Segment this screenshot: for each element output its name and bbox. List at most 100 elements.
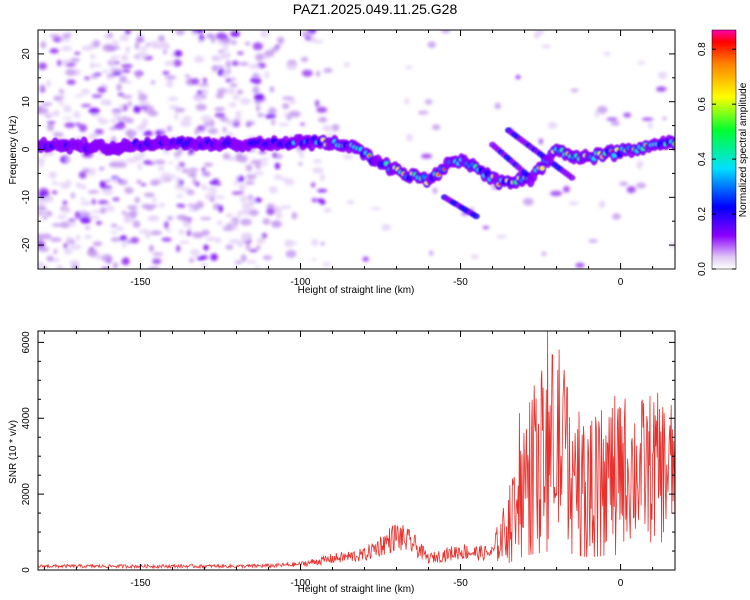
spectrogram-noise-cell <box>247 194 254 201</box>
spectrogram-noise-cell <box>406 133 413 142</box>
spectrogram-noise-cell <box>535 30 545 36</box>
spectrogram-noise-cell <box>286 63 298 71</box>
spectrogram-noise-cell <box>164 75 177 80</box>
spectrogram-noise-cell <box>264 113 277 119</box>
spectrogram-noise-cell <box>136 179 142 185</box>
spectrogram-noise-cell <box>237 239 244 248</box>
spectrogram-noise-cell <box>48 171 58 179</box>
spectrogram-noise-cell <box>141 203 151 210</box>
spectrogram-noise-cell <box>230 220 236 226</box>
colorbar: 0.0 0.2 0.4 0.6 0.8 Normalized spectral ampl… <box>697 29 749 276</box>
spectrogram-noise-cell <box>57 214 67 220</box>
spectrogram-noise-cell <box>110 230 118 234</box>
spectrogram-noise-cell <box>316 106 328 113</box>
spectrogram-noise-cell <box>160 172 171 179</box>
spectrogram-noise-cell <box>99 180 107 188</box>
spectrogram-noise-cell <box>225 213 234 218</box>
spectrogram-x-tick-label: -150 <box>130 277 150 288</box>
spectrogram-noise-cell <box>228 102 237 108</box>
spectrogram-noise-cell <box>46 123 55 132</box>
spectrogram-noise-cell <box>515 75 521 80</box>
spectrogram-noise-cell <box>174 112 179 121</box>
spectrogram-noise-cell <box>116 117 122 121</box>
spectrogram-noise-cell <box>50 237 62 243</box>
spectrogram-noise-cell <box>78 171 87 179</box>
spectrogram-noise-cell <box>175 30 185 36</box>
spectrogram-noise-cell <box>138 93 148 102</box>
spectrogram-noise-cell <box>267 107 277 116</box>
spectrogram-noise-cell <box>228 157 237 161</box>
spectrogram-noise-cell <box>281 205 292 210</box>
spectrogram-noise-cell <box>38 205 47 212</box>
spectrogram-ridge-cell <box>442 168 446 171</box>
spectrogram-noise-cell <box>39 84 45 91</box>
spectrogram-noise-cell <box>57 266 65 269</box>
spectrogram-noise-cell <box>179 186 192 192</box>
spectrogram-noise-cell <box>74 51 81 56</box>
spectrogram-noise-cell <box>112 71 122 76</box>
spectrogram-noise-cell <box>311 257 317 262</box>
spectrogram-noise-cell <box>162 49 168 55</box>
spectrogram-noise-cell <box>318 116 328 123</box>
snr-y-tick-label: 4000 <box>21 407 32 430</box>
spectrogram-noise-cell <box>320 241 325 246</box>
spectrogram-noise-cell <box>166 125 173 132</box>
spectrogram-noise-cell <box>657 71 668 80</box>
spectrogram-noise-cell <box>216 32 227 41</box>
spectrogram-noise-cell <box>197 39 203 44</box>
spectrogram-noise-cell <box>272 152 278 159</box>
spectrogram-noise-cell <box>68 259 80 266</box>
spectrogram-noise-cell <box>53 109 60 117</box>
snr-series <box>38 331 675 570</box>
spectrogram-noise-cell <box>311 182 316 188</box>
spectrogram-y-tick-label: 20 <box>21 48 32 60</box>
spectrogram-noise-cell <box>46 121 56 125</box>
spectrogram-noise-cell <box>186 230 192 237</box>
spectrogram-noise-cell <box>110 223 118 228</box>
spectrogram-noise-cell <box>70 58 80 63</box>
spectrogram-noise-cell <box>244 41 251 46</box>
spectrogram-noise-cell <box>274 174 282 181</box>
spectrogram-noise-cell <box>89 53 96 60</box>
spectrogram-noise-cell <box>288 110 301 118</box>
spectrogram-y-tick-label: 10 <box>21 96 32 108</box>
spectrogram-noise-cell <box>266 207 276 216</box>
spectrogram-noise-cell <box>200 115 213 122</box>
spectrogram-noise-cell <box>89 215 100 220</box>
spectrogram-noise-cell <box>158 41 170 49</box>
spectrogram-noise-cell <box>250 159 262 165</box>
spectrogram-noise-cell <box>234 155 244 162</box>
spectrogram-noise-cell <box>245 180 255 185</box>
spectrogram-noise-cell <box>61 185 70 190</box>
spectrogram-noise-cell <box>68 221 77 227</box>
spectrogram-noise-cell <box>254 197 262 203</box>
spectrogram-noise-cell <box>182 115 193 121</box>
spectrogram-noise-cell <box>206 187 218 192</box>
snr-y-tick-label: 0 <box>21 567 32 573</box>
spectrogram-noise-cell <box>166 215 174 221</box>
spectrogram-noise-cell <box>61 33 72 39</box>
spectrogram-noise-cell <box>125 45 131 54</box>
spectrogram-noise-cell <box>40 40 47 49</box>
snr-panel: -150 -100 -50 0 0 2000 4000 6000 Height of stra… <box>8 330 676 595</box>
spectrogram-noise-cell <box>261 232 268 239</box>
spectrogram-noise-cell <box>151 197 157 203</box>
spectrogram-noise-cell <box>208 119 215 128</box>
spectrogram-noise-cell <box>152 258 162 265</box>
spectrogram-noise-cell <box>65 157 72 162</box>
spectrogram-noise-cell <box>626 186 636 194</box>
spectrogram-noise-cell <box>331 123 340 132</box>
spectrogram-noise-cell <box>282 103 290 110</box>
spectrogram-noise-cell <box>280 177 288 181</box>
spectrogram-noise-cell <box>229 83 238 88</box>
spectrogram-noise-cell <box>149 179 160 186</box>
spectrogram-noise-cell <box>118 105 125 110</box>
spectrogram-noise-cell <box>108 161 119 168</box>
spectrogram-noise-cell <box>123 215 133 224</box>
spectrogram-noise-cell <box>80 88 91 95</box>
spectrogram-noise-cell <box>222 152 231 160</box>
spectrogram-noise-cell <box>59 221 71 229</box>
spectrogram-noise-cell <box>38 62 48 70</box>
spectrogram-noise-cell <box>252 73 259 77</box>
